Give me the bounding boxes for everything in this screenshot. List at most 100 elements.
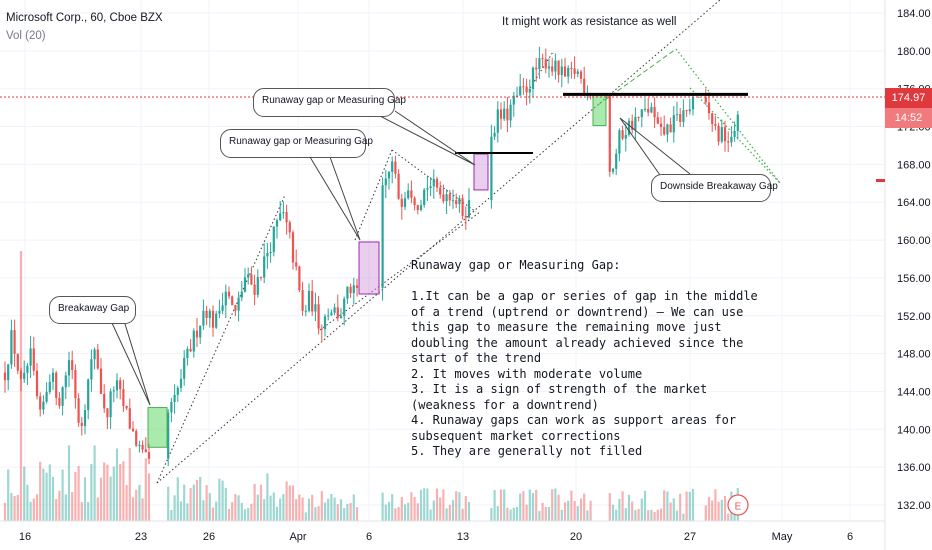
candle-body: [279, 213, 282, 221]
candle-body: [727, 141, 730, 143]
volume-bar: [624, 508, 627, 521]
resistance-note: It might work as resistance as well: [502, 16, 677, 28]
volume-bar: [643, 490, 647, 521]
gap-box: [592, 93, 607, 127]
candle-body: [80, 422, 83, 426]
volume-bar: [576, 506, 579, 521]
candle-body: [538, 58, 541, 70]
candle-body: [243, 277, 247, 292]
volume-bar: [205, 485, 208, 521]
trend-line: [675, 48, 781, 184]
candle-body: [247, 274, 250, 278]
price-tick-label: 184.00: [897, 8, 931, 20]
volume-bar: [215, 501, 218, 521]
callout-breakaway-gap: Breakaway Gap: [49, 296, 136, 324]
candle-body: [7, 364, 10, 381]
candle-body: [551, 66, 554, 72]
candle-body: [685, 110, 688, 112]
volume-bar: [61, 469, 64, 521]
candle-body: [192, 330, 195, 352]
volume-bar: [547, 506, 551, 521]
candle-body: [144, 449, 147, 453]
explanation-line: this gap to measure the remaining move j…: [411, 320, 722, 334]
volume-bar: [295, 499, 298, 521]
time-tick-label: 27: [684, 531, 696, 543]
candle-body: [87, 379, 90, 411]
volume-bar: [541, 502, 544, 521]
candle-body: [96, 349, 99, 369]
volume-bar: [141, 498, 144, 521]
volume-bar: [631, 501, 634, 521]
earnings-marker[interactable]: [727, 494, 749, 516]
volume-bar: [723, 495, 727, 521]
candle-body: [445, 194, 448, 202]
volume-bar: [525, 504, 528, 521]
volume-bar: [93, 445, 96, 521]
explanation-line: (weakness for a downtrend): [411, 397, 599, 412]
volume-bar: [717, 501, 720, 521]
price-tick-label: 132.00: [897, 500, 931, 512]
volume-bar: [727, 513, 730, 521]
volume-bar: [122, 461, 125, 521]
volume-bar: [234, 494, 237, 521]
gap-boxes: [147, 93, 607, 448]
candle-body: [205, 310, 208, 319]
candle-body: [67, 360, 71, 376]
candle-body: [679, 114, 682, 122]
candle-body: [240, 291, 243, 298]
volume-bar: [608, 493, 611, 521]
volume-bar: [90, 464, 93, 521]
candle-body: [576, 71, 579, 74]
candle-body: [426, 188, 429, 190]
candle-body: [567, 67, 570, 77]
earnings-marker-label: E: [735, 502, 742, 513]
volume-bars: [3, 251, 739, 521]
volume-bar: [189, 488, 192, 521]
volume-bar: [74, 471, 77, 521]
candle-body: [384, 178, 387, 186]
explanation-line: of a trend (uptrend or downtrend) – We c…: [411, 304, 744, 319]
price-tick-label: 136.00: [897, 462, 931, 474]
explanation-line: 1.It can be a gap or series of gap in th…: [411, 289, 758, 303]
callout-leader: [309, 156, 361, 241]
volume-bar: [279, 498, 282, 521]
candle-body: [714, 124, 717, 126]
explanation-line: 4. Runaway gaps can work as support area…: [411, 413, 737, 427]
candle-body: [461, 198, 464, 216]
volume-bar: [557, 494, 560, 521]
volume-bar: [291, 485, 295, 521]
alert-marker[interactable]: [876, 179, 885, 182]
volume-bar: [391, 494, 394, 521]
volume-bar: [67, 445, 71, 521]
candle-body: [58, 397, 61, 406]
volume-legend[interactable]: Vol (20): [6, 30, 46, 42]
candle-body: [634, 116, 637, 130]
volume-bar: [682, 513, 685, 521]
candle-body: [250, 274, 253, 285]
volume-bar: [429, 509, 432, 521]
candle-body: [682, 110, 685, 122]
volume-bar: [445, 508, 448, 521]
candle-body: [259, 277, 263, 279]
candle-body: [195, 330, 199, 338]
candle-body: [397, 173, 400, 199]
candle-body: [90, 359, 93, 380]
trend-line: [354, 149, 393, 241]
candle-body: [458, 198, 461, 205]
candle-body: [311, 290, 314, 312]
volume-bar: [688, 491, 691, 521]
candle-body: [573, 68, 576, 74]
callout-leaders: [111, 110, 691, 406]
volume-bar: [627, 494, 631, 521]
volume-bar: [675, 510, 679, 521]
candle-body: [464, 215, 467, 218]
volume-bar: [669, 502, 672, 521]
time-tick-label: 13: [457, 531, 469, 543]
candle-body: [173, 394, 176, 403]
candle-body: [650, 106, 653, 113]
symbol-title[interactable]: Microsoft Corp., 60, Cboe BZX: [6, 12, 163, 24]
volume-bar: [573, 501, 576, 521]
candle-body: [320, 328, 323, 330]
candle-body: [531, 67, 535, 89]
